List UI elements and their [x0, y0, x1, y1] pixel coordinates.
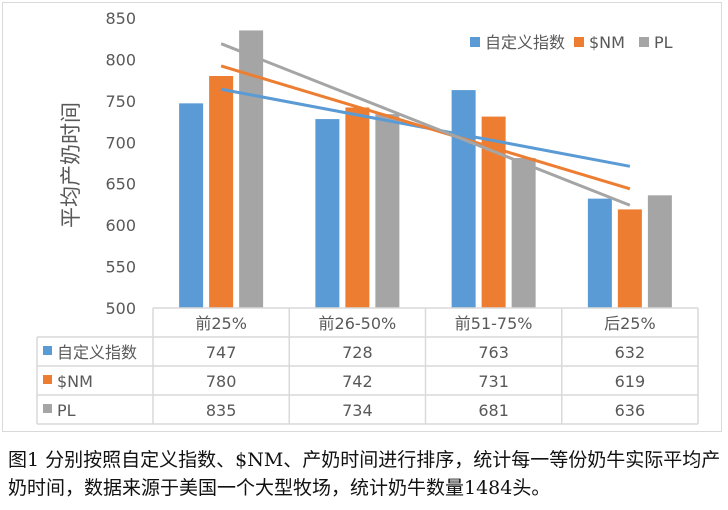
y-tick-label: 650 — [105, 175, 136, 194]
legend-swatch-0 — [470, 37, 480, 47]
y-tick-label: 850 — [105, 9, 136, 28]
bar-2-1 — [375, 114, 400, 308]
bar-0-1 — [315, 119, 340, 308]
bar-1-3 — [617, 209, 642, 308]
y-tick-label: 600 — [105, 216, 136, 235]
bar-2-2 — [511, 158, 536, 308]
category-label: 前51-75% — [455, 314, 533, 333]
category-label: 前25% — [195, 314, 247, 333]
legend-swatch-2 — [639, 37, 649, 47]
bar-2-3 — [647, 195, 672, 308]
table-legend-key-0 — [43, 346, 52, 355]
y-tick-label: 750 — [105, 92, 136, 111]
category-label: 前26-50% — [319, 314, 397, 333]
table-series-label: PL — [57, 401, 76, 420]
table-cell: 763 — [478, 343, 509, 362]
bar-chart: 平均产奶时间 500 550 600 650 700 750 800 850 自定义指数 $NM P… — [36, 9, 699, 425]
table-cell: 742 — [342, 372, 373, 391]
table-cell: 731 — [478, 372, 509, 391]
legend-swatch-1 — [574, 37, 584, 47]
y-tick-label: 500 — [105, 299, 136, 318]
table-cell: 734 — [342, 401, 373, 420]
table-cell: 835 — [206, 401, 237, 420]
y-tick-label: 550 — [105, 258, 136, 277]
table-series-label: 自定义指数 — [57, 343, 137, 362]
bar-0-3 — [587, 198, 612, 308]
legend-label-1: $NM — [589, 33, 625, 52]
legend-label-2: PL — [654, 33, 673, 52]
table-cell: 681 — [478, 401, 509, 420]
bar-0-0 — [179, 103, 204, 308]
figure-caption: 图1 分别按照自定义指数、$NM、产奶时间进行排序，统计每一等份奶牛实际平均产奶… — [8, 449, 721, 499]
table-cell: 636 — [615, 401, 646, 420]
chart-frame — [2, 2, 722, 432]
trendline-1 — [220, 64, 631, 191]
bar-1-0 — [209, 76, 234, 308]
y-axis-label: 平均产奶时间 — [59, 102, 83, 228]
legend-label-0: 自定义指数 — [485, 33, 565, 52]
table-series-label: $NM — [57, 372, 93, 391]
table-cell: 632 — [615, 343, 646, 362]
bar-0-2 — [451, 90, 476, 308]
table-legend-key-1 — [43, 375, 52, 384]
category-label: 后25% — [604, 314, 656, 333]
table-cell: 728 — [342, 343, 373, 362]
table-cell: 619 — [615, 372, 646, 391]
table-cell: 747 — [206, 343, 237, 362]
trendline-2 — [220, 42, 631, 207]
y-tick-label: 800 — [105, 50, 136, 69]
y-tick-label: 700 — [105, 133, 136, 152]
table-cell: 780 — [206, 372, 237, 391]
bar-1-1 — [345, 107, 370, 308]
table-legend-key-2 — [43, 404, 52, 413]
